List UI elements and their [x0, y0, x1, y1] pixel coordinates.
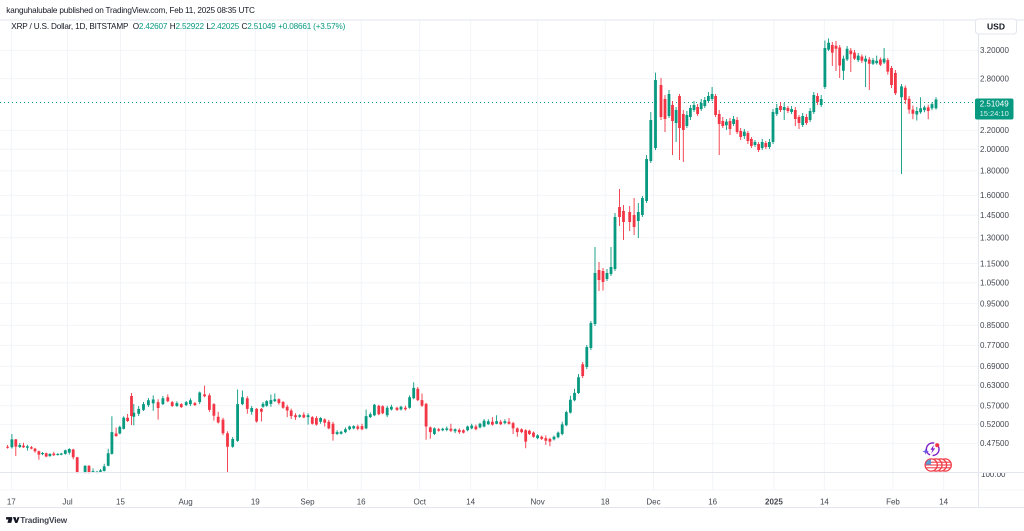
svg-text:0.77000: 0.77000 — [980, 341, 1009, 350]
svg-text:0.95000: 0.95000 — [980, 299, 1009, 308]
svg-text:0.85000: 0.85000 — [980, 321, 1009, 330]
svg-text:Jul: Jul — [62, 497, 72, 506]
svg-text:Feb: Feb — [886, 497, 900, 506]
svg-text:USD: USD — [987, 21, 1005, 31]
svg-text:14: 14 — [820, 497, 829, 506]
svg-text:16: 16 — [357, 497, 366, 506]
svg-text:kanguhalubale published on Tra: kanguhalubale published on TradingView.c… — [6, 6, 255, 15]
svg-text:Sep: Sep — [300, 497, 315, 506]
svg-text:1.15000: 1.15000 — [980, 259, 1009, 268]
svg-text:1.45000: 1.45000 — [980, 211, 1009, 220]
svg-text:1.30000: 1.30000 — [980, 234, 1009, 243]
svg-text:19: 19 — [251, 497, 260, 506]
svg-text:0.69000: 0.69000 — [980, 362, 1009, 371]
svg-text:1.60000: 1.60000 — [980, 191, 1009, 200]
svg-text:15: 15 — [116, 497, 125, 506]
svg-text:XRP / U.S. Dollar, 1D, BITSTAM: XRP / U.S. Dollar, 1D, BITSTAMP O2.42607… — [11, 22, 345, 31]
svg-text:3.20000: 3.20000 — [980, 46, 1009, 55]
svg-text:15:24:10: 15:24:10 — [980, 109, 1009, 118]
svg-text:2.00000: 2.00000 — [980, 145, 1009, 154]
svg-text:2.80000: 2.80000 — [980, 74, 1009, 83]
svg-text:0.63000: 0.63000 — [980, 381, 1009, 390]
svg-text:17: 17 — [7, 497, 16, 506]
svg-text:Dec: Dec — [646, 497, 660, 506]
svg-text:2025: 2025 — [765, 497, 783, 506]
svg-text:14: 14 — [466, 497, 475, 506]
svg-text:TradingView: TradingView — [20, 516, 68, 525]
svg-text:2.20000: 2.20000 — [980, 126, 1009, 135]
svg-text:0.57000: 0.57000 — [980, 402, 1009, 411]
svg-text:1.80000: 1.80000 — [980, 167, 1009, 176]
svg-text:100.00: 100.00 — [981, 470, 1006, 479]
svg-text:2.51049: 2.51049 — [980, 100, 1009, 109]
svg-text:0.47500: 0.47500 — [980, 439, 1009, 448]
svg-text:1.05000: 1.05000 — [980, 279, 1009, 288]
svg-text:18: 18 — [601, 497, 610, 506]
svg-text:16: 16 — [708, 497, 717, 506]
svg-text:Nov: Nov — [530, 497, 544, 506]
svg-text:14: 14 — [939, 497, 948, 506]
svg-text:0.52000: 0.52000 — [980, 420, 1009, 429]
svg-text:Oct: Oct — [413, 497, 426, 506]
svg-text:Aug: Aug — [178, 497, 192, 506]
